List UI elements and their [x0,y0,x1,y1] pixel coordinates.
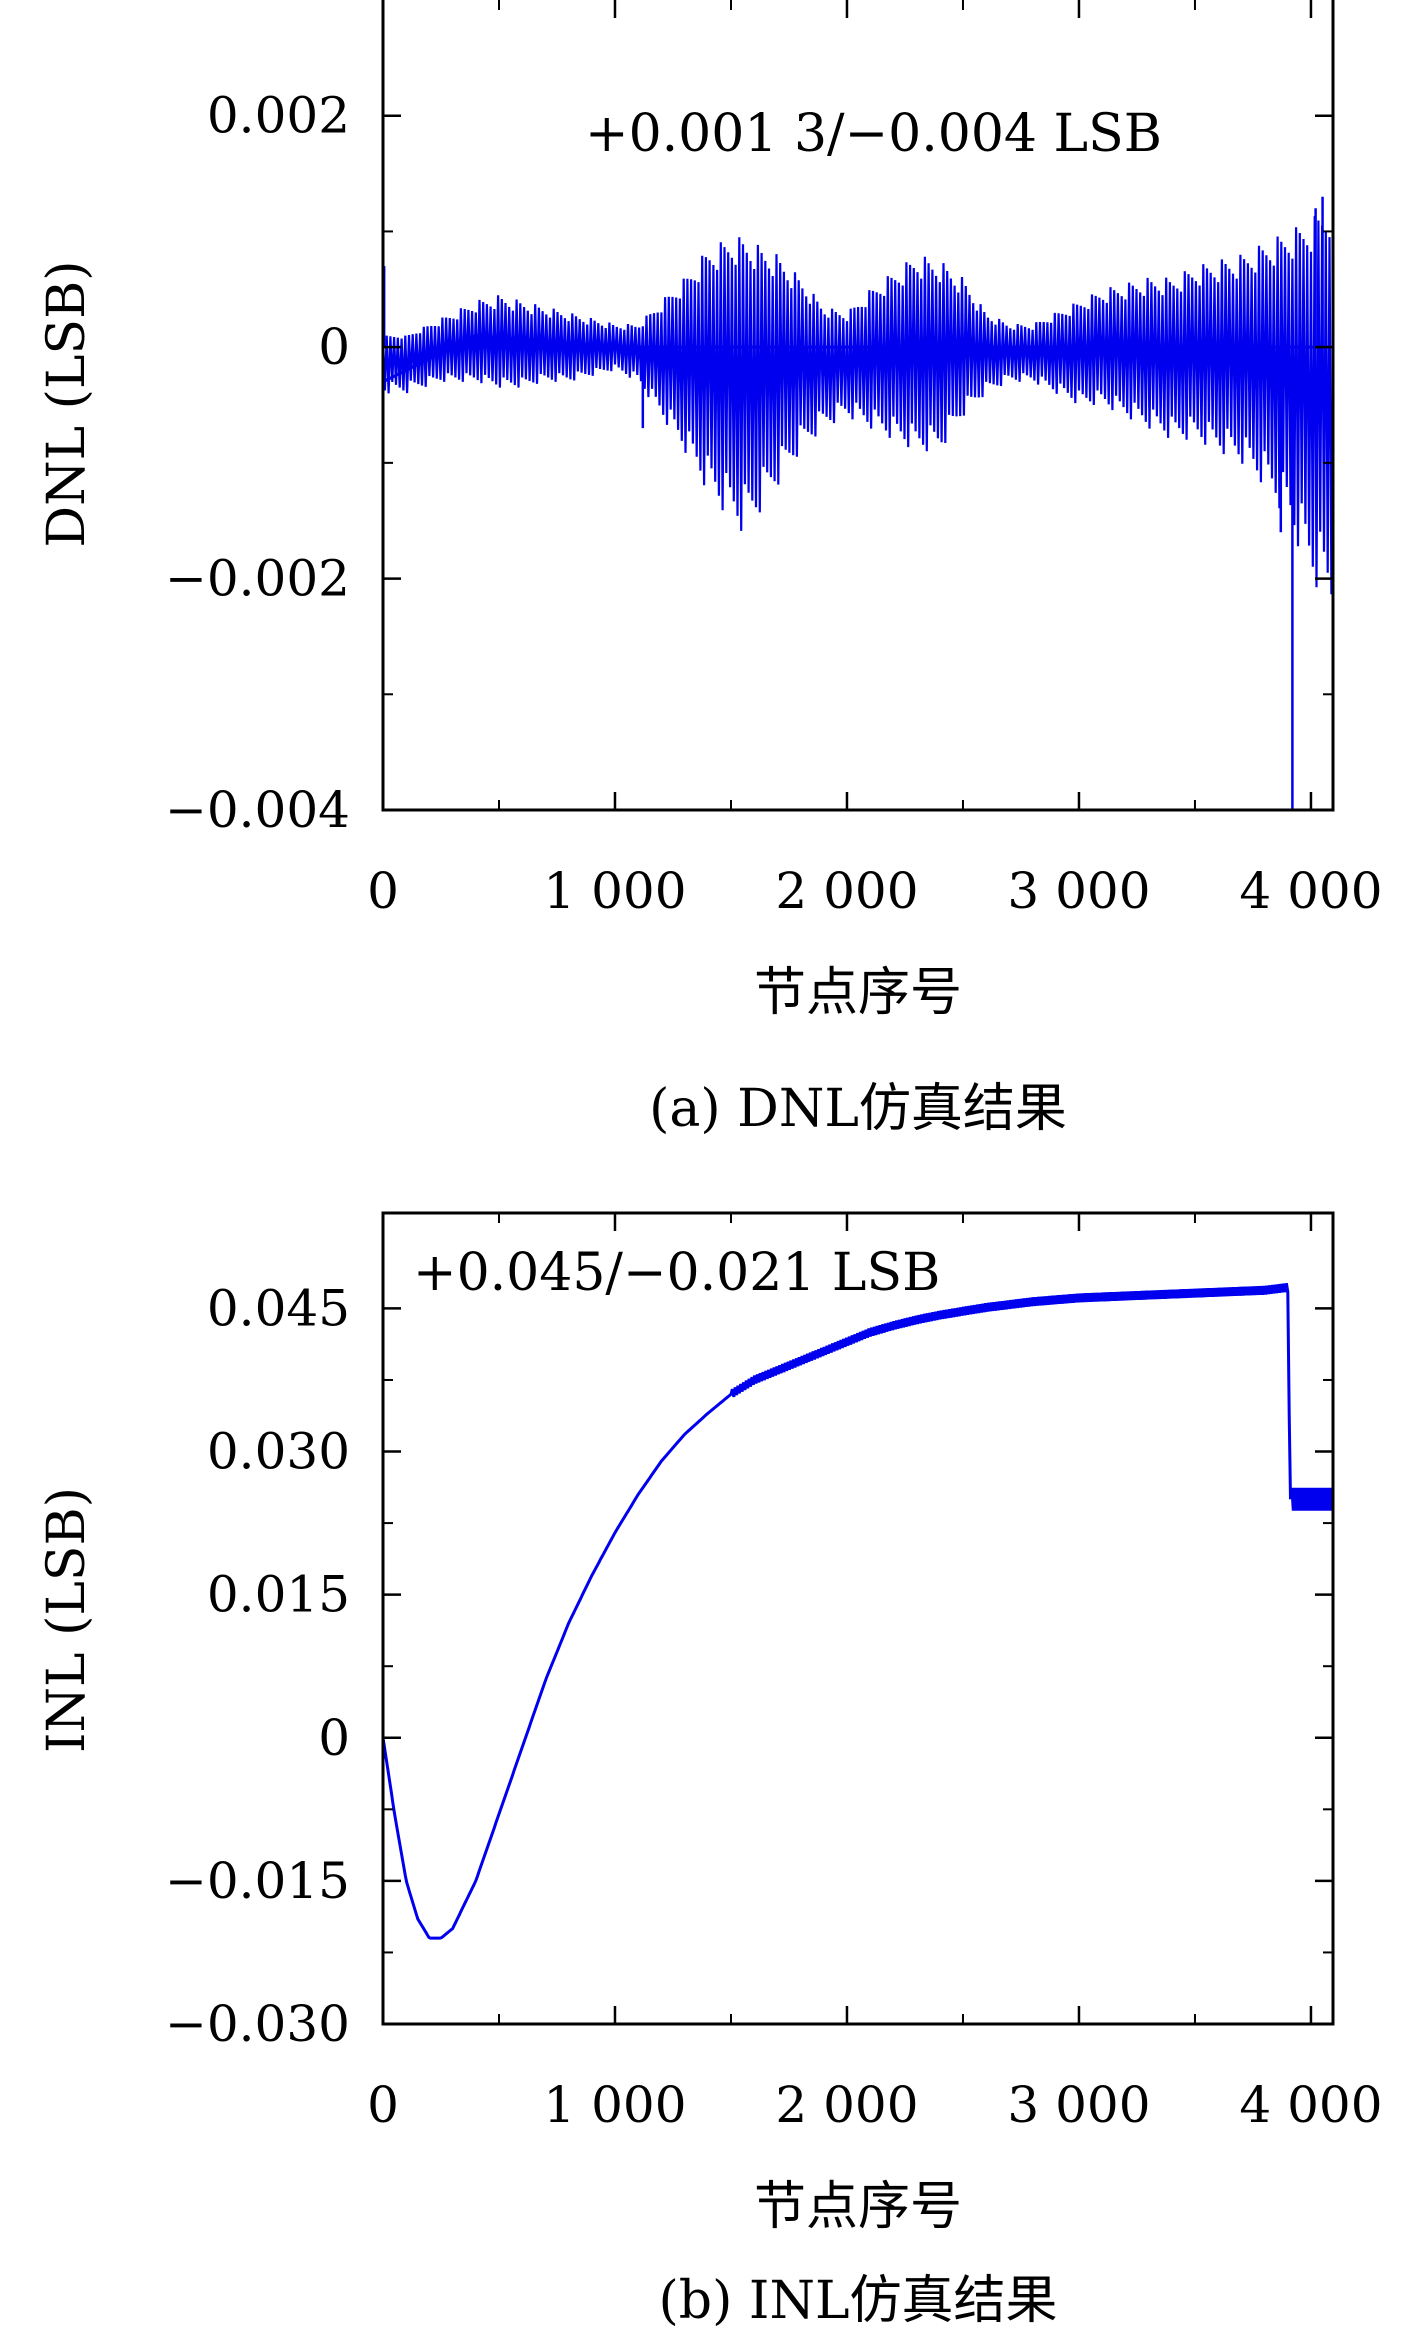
dnl-baseline [382,334,1330,384]
inl-annotation: +0.045/−0.021 LSB [413,1243,940,1303]
inl-x-tick-label-0: 0 [367,2076,399,2134]
dnl-x-tick-label-3: 3 000 [1007,862,1150,920]
inl-y-tick-label-5: −0.030 [165,1995,350,2053]
dnl-plot-frame [381,0,1335,812]
inl-x-tick-label-3: 3 000 [1007,2076,1150,2134]
dnl-y-tick-label-3: −0.004 [165,781,350,839]
inl-x-tick-label-2: 2 000 [775,2076,918,2134]
dnl-series-line [381,215,1333,595]
dnl-x-tick-label-4: 4 000 [1239,862,1382,920]
inl-y-axis-label: INL (LSB) [37,1487,97,1753]
dnl-x-tick-label-1: 1 000 [543,862,686,920]
inl-plot-frame [381,1211,1335,2026]
dnl-y-tick-label-0: 0.002 [207,87,350,145]
inl-ticks: 0 1 000 2 000 3 000 4 000 0.045 0.030 0.015 0 −0.… [165,1213,1383,2134]
inl-chart: 0 1 000 2 000 3 000 4 000 0.045 0.030 0.015 0 −0.… [37,1211,1383,2331]
inl-x-tick-label-4: 4 000 [1239,2076,1382,2134]
dnl-series-group [381,196,1333,810]
dnl-x-axis-label: 节点序号 [754,963,962,1023]
dnl-x-tick-label-2: 2 000 [775,862,918,920]
dnl-y-axis-label: DNL (LSB) [37,260,97,547]
inl-series-group [381,1283,1334,1940]
inl-y-tick-label-0: 0.045 [207,1279,350,1337]
dnl-caption: (a) DNL仿真结果 [649,1079,1067,1139]
inl-x-tick-label-1: 1 000 [543,2076,686,2134]
inl-y-tick-label-3: 0 [318,1709,350,1767]
inl-y-tick-label-4: −0.015 [165,1852,350,1910]
inl-x-axis-label: 节点序号 [754,2177,962,2237]
inl-y-tick-label-2: 0.015 [207,1566,350,1624]
dnl-annotation: +0.001 3/−0.004 LSB [585,104,1162,164]
dnl-y-tick-label-1: 0 [318,318,350,376]
inl-y-tick-label-1: 0.030 [207,1423,350,1481]
dnl-y-tick-label-2: −0.002 [165,550,350,608]
inl-series-line [381,1283,1334,1940]
dnl-x-tick-label-0: 0 [367,862,399,920]
dnl-ticks: 0 1 000 2 000 3 000 4 000 0.002 0 −0.002 −0.004 [165,0,1383,920]
inl-caption: (b) INL仿真结果 [659,2271,1058,2331]
